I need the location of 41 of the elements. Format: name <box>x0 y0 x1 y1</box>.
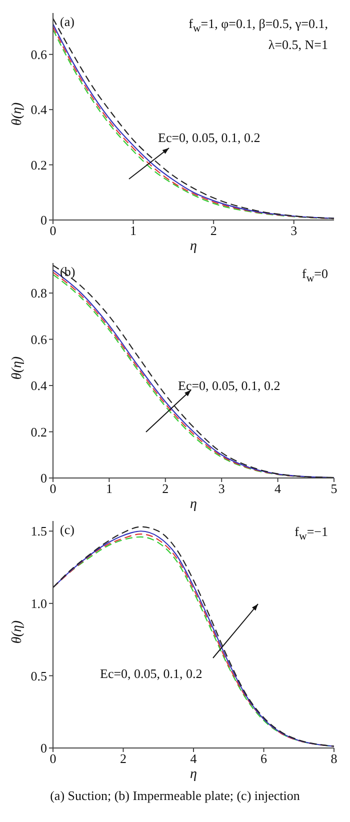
y-tick-label: 0 <box>40 212 47 228</box>
x-tick-label: 4 <box>190 751 198 766</box>
y-tick-label: 0.6 <box>30 332 48 347</box>
y-tick-label: 0.6 <box>30 47 48 62</box>
y-tick-label: 0.2 <box>30 157 47 172</box>
x-axis-title: η <box>189 238 198 256</box>
annotation: f$_{w}$=−1 <box>294 524 328 545</box>
annotation: Ec=0, 0.05, 0.1, 0.2 <box>100 666 202 682</box>
x-tick-label: 2 <box>120 751 126 766</box>
y-axis-title: θ(η) <box>9 101 26 128</box>
y-axis-title: θ(η) <box>9 619 26 646</box>
annotation: Ec=0, 0.05, 0.1, 0.2 <box>178 378 280 394</box>
annotation: Ec=0, 0.05, 0.1, 0.2 <box>158 130 260 146</box>
y-tick-label: 0 <box>40 740 47 756</box>
y-tick-label: 0.5 <box>30 668 47 684</box>
y-tick-label: 0.2 <box>30 424 47 440</box>
annotation: f$_{w}$=1, φ=0.1, β=0.5, γ=0.1, λ=0.5, N=1 <box>188 16 328 53</box>
y-tick-label: 1.0 <box>30 596 47 612</box>
annotation: (a) <box>60 14 74 30</box>
annotation: f$_{w}$=0 <box>300 266 328 287</box>
x-tick-label: 4 <box>274 481 282 496</box>
annotation: (c) <box>60 522 74 538</box>
y-tick-label: 0.4 <box>30 102 48 118</box>
x-tick-label: 6 <box>260 751 268 766</box>
x-tick-label: 2 <box>210 223 217 238</box>
y-tick-label: 0.8 <box>30 286 47 301</box>
x-tick-label: 2 <box>162 481 169 496</box>
x-tick-label: 8 <box>330 751 338 766</box>
x-tick-label: 1 <box>130 223 137 238</box>
annotation: (b) <box>60 264 76 280</box>
x-tick-label: 5 <box>330 481 338 496</box>
x-axis-title: η <box>189 766 198 784</box>
y-tick-label: 0 <box>40 470 47 486</box>
x-tick-label: 3 <box>218 481 225 496</box>
y-axis-title: θ(η) <box>9 355 26 382</box>
y-tick-label: 0.4 <box>30 378 48 394</box>
y-tick-label: 1.5 <box>30 524 47 539</box>
x-tick-label: 3 <box>290 223 298 238</box>
x-tick-label: 1 <box>106 481 112 496</box>
x-axis-title: η <box>189 496 198 514</box>
text: (a) Suction; (b) Impermeable plate; (c) injection <box>49 788 301 804</box>
